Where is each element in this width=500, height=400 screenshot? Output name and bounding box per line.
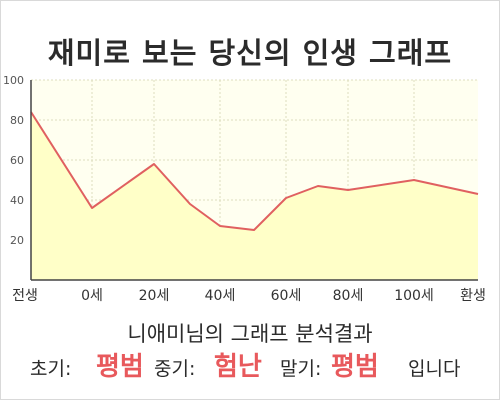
y-tick-label: 100 [3, 74, 24, 87]
series-area [31, 112, 478, 280]
early-value: 평범 [96, 352, 144, 382]
x-tick-label: 100세 [394, 288, 434, 304]
analysis-heading: 니애미님의 그래프 분석결과 [127, 322, 373, 346]
y-tick-label: 40 [10, 194, 24, 207]
y-tick-label: 80 [10, 114, 24, 127]
x-tick-label: 80세 [333, 288, 364, 304]
x-tick-label: 0세 [81, 288, 103, 304]
x-tick-label: 전생 [12, 288, 38, 304]
x-tick-label: 20세 [139, 288, 170, 304]
x-tick-labels: 전생 0세 20세 40세 60세 80세 100세 환생 [12, 288, 486, 304]
middle-value: 험난 [214, 352, 262, 382]
late-value: 평범 [331, 352, 379, 382]
y-tick-label: 60 [10, 154, 24, 167]
x-tick-label: 40세 [205, 288, 236, 304]
ending-text: 입니다 [408, 358, 461, 380]
chart-title: 재미로 보는 당신의 인생 그래프 [47, 36, 453, 70]
x-tick-label: 환생 [460, 288, 486, 304]
y-tick-labels: 20 40 60 80 100 [3, 74, 24, 247]
late-label: 말기: [280, 358, 322, 380]
middle-label: 중기: [154, 358, 196, 380]
y-tick-label: 20 [10, 234, 24, 247]
early-label: 초기: [30, 358, 72, 380]
life-graph-chart: 20 40 60 80 100 전생 0세 20세 40세 60세 80세 100세 환생 [3, 74, 486, 304]
axes [30, 80, 478, 281]
x-tick-label: 60세 [271, 288, 302, 304]
analysis-summary: 초기: 평범 중기: 험난 말기: 평범 입니다 [0, 346, 500, 382]
series-line [30, 111, 479, 231]
